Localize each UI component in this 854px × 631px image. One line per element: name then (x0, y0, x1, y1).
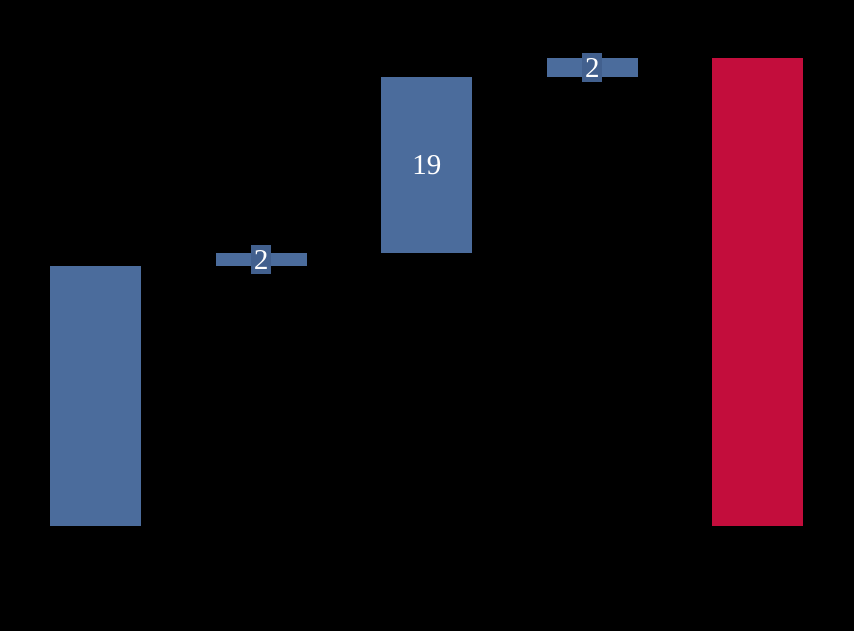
waterfall-step-bar-1[interactable] (50, 266, 141, 526)
data-label: 2 (585, 51, 600, 84)
data-label-box (582, 53, 603, 83)
data-label-box (251, 245, 272, 275)
data-label: 19 (412, 149, 442, 181)
data-label: 2 (253, 243, 269, 276)
waterfall-step-bar-3[interactable] (381, 76, 473, 254)
waterfall-total-bar[interactable] (712, 58, 804, 526)
